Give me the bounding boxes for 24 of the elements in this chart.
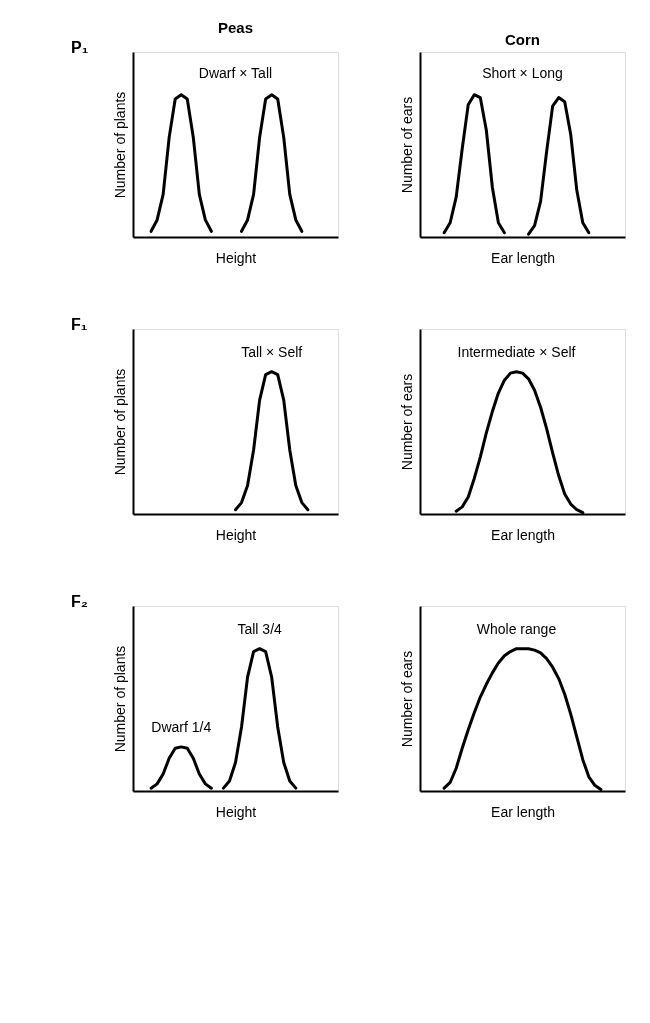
x-axis-title: Height: [215, 526, 257, 543]
text: F₁: [71, 316, 88, 333]
chart-title: Peas: [217, 19, 254, 36]
text: Whole range: [476, 620, 557, 637]
text: Short × Long: [482, 65, 563, 81]
chart-title: Corn: [505, 31, 540, 48]
y-axis-title: Number of plants: [111, 91, 128, 199]
text: Tall 3/4: [237, 620, 283, 637]
text: F₂: [71, 593, 88, 610]
x-axis-title: Ear length: [491, 526, 555, 543]
y-axis-title: Number of ears: [398, 373, 415, 471]
y-axis-title: Number of plants: [111, 645, 128, 753]
annotation: Dwarf 1/4: [151, 718, 212, 735]
text: Dwarf × Tall: [198, 65, 273, 81]
text: P₁: [71, 39, 89, 56]
x-axis-title: Height: [215, 803, 257, 820]
y-axis-title: Number of ears: [398, 650, 415, 748]
x-axis-title: Ear length: [491, 249, 555, 266]
x-axis-title: Height: [215, 249, 257, 266]
y-axis-title: Number of ears: [398, 96, 415, 194]
y-axis-title: Number of plants: [111, 368, 128, 476]
text: Tall × Self: [241, 343, 303, 360]
x-axis-title: Ear length: [491, 803, 555, 820]
text: Intermediate × Self: [457, 343, 576, 360]
